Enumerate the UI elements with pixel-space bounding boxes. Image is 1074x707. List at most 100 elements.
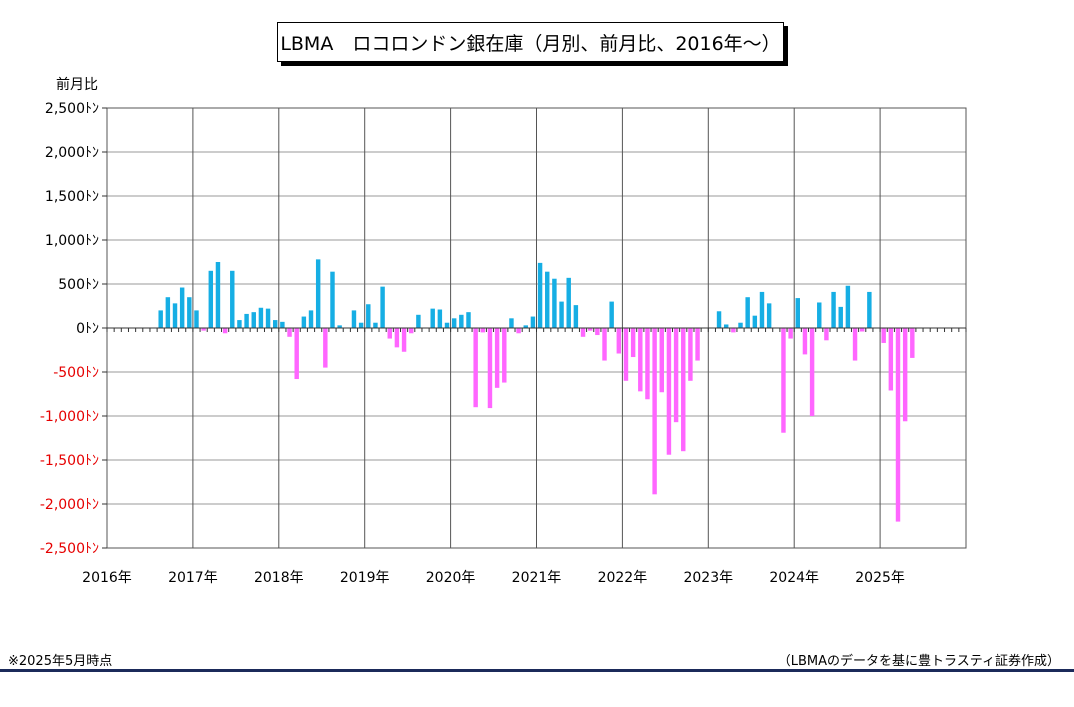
bar-2018-05: [308, 310, 314, 328]
bar-2017-03: [208, 270, 214, 328]
x-axis-ticks: 2016年 2017年 2018年 2019年 2020年 2021年 2022年 2023年…: [82, 570, 905, 586]
x-tick-label: 2024年: [769, 570, 819, 586]
bar-2020-03: [466, 312, 471, 328]
bar-2021-03: [552, 278, 557, 328]
bar-2018-08: [330, 271, 335, 328]
bar-2017-08: [244, 313, 249, 328]
bar-2024-05: [824, 328, 829, 341]
bar-2023-09: [766, 303, 772, 328]
bar-2018-12: [358, 322, 364, 328]
bar-2019-06: [401, 328, 407, 352]
bar-2019-04: [387, 328, 392, 339]
y-tick-label: 2,000ﾄﾝ: [45, 145, 99, 161]
bar-2021-05: [566, 277, 571, 328]
bar-2022-10: [688, 328, 693, 381]
bar-2016-12: [187, 297, 192, 328]
bar-2017-10: [258, 307, 264, 328]
bar-2022-06: [659, 328, 664, 393]
bar-2021-09: [595, 328, 600, 336]
x-tick-label: 2017年: [168, 570, 218, 586]
y-axis-label: 前月比: [56, 77, 98, 93]
bar-2018-06: [315, 259, 321, 328]
bar-2022-08: [673, 328, 679, 423]
bar-2021-02: [545, 271, 550, 328]
bar-2020-10: [516, 328, 521, 334]
bar-2016-08: [158, 310, 163, 328]
bar-2016-10: [172, 303, 178, 328]
source-credit: （LBMAのデータを基に豊トラスティ証券作成）: [777, 654, 1060, 669]
bar-2017-07: [237, 320, 242, 328]
bar-2021-12: [616, 328, 622, 354]
bar-2020-05: [480, 328, 486, 333]
bar-2024-06: [831, 291, 836, 328]
bar-2017-02: [201, 328, 206, 331]
footer-divider: [0, 669, 1074, 672]
bar-2019-08: [416, 314, 421, 328]
bar-2021-01: [537, 262, 543, 328]
bar-2019-03: [380, 286, 385, 328]
bar-2024-03: [809, 328, 815, 416]
y-tick-label: -500ﾄﾝ: [53, 365, 99, 381]
bar-2019-12: [444, 322, 450, 328]
bar-2016-09: [165, 297, 171, 328]
bar-2022-11: [695, 328, 700, 361]
bar-2019-07: [409, 328, 414, 334]
bar-2020-06: [487, 328, 493, 409]
chart-title-text: LBMA ロコロンドン銀在庫（月別、前月比、2016年～）: [280, 32, 781, 55]
bar-2023-08: [759, 291, 765, 328]
bar-2017-04: [215, 262, 221, 328]
y-tick-label: -2,500ﾄﾝ: [40, 541, 99, 557]
bar-2020-07: [494, 328, 500, 388]
x-tick-label: 2022年: [598, 570, 648, 586]
bar-2025-01: [881, 328, 886, 343]
bar-2021-08: [587, 328, 593, 331]
bar-2021-07: [580, 328, 586, 337]
bar-2024-02: [802, 328, 808, 355]
bar-2021-10: [602, 328, 607, 361]
bar-2022-07: [666, 328, 672, 455]
bar-2018-11: [351, 310, 357, 328]
bar-2019-10: [430, 308, 435, 328]
bar-2017-12: [273, 320, 278, 328]
bar-2020-09: [509, 318, 514, 328]
bar-2024-01: [795, 298, 800, 328]
bar-2018-04: [301, 316, 307, 328]
bar-2021-06: [573, 305, 579, 328]
bar-chart: 2,500ﾄﾝ 2,000ﾄﾝ 1,500ﾄﾝ 1,000ﾄﾝ 500ﾄﾝ 0ﾄﾝ -500…: [40, 101, 967, 586]
bar-2023-05: [738, 322, 743, 328]
y-tick-label: 0ﾄﾝ: [76, 321, 99, 337]
bar-2023-07: [752, 315, 758, 328]
bars: [158, 259, 915, 522]
x-tick-label: 2019年: [340, 570, 390, 586]
bar-2021-11: [609, 301, 614, 328]
bar-2023-11: [781, 328, 786, 433]
bar-2016-11: [179, 287, 185, 328]
bar-2019-01: [366, 304, 371, 328]
bar-2023-12: [788, 328, 793, 339]
chart-title: LBMA ロコロンドン銀在庫（月別、前月比、2016年～）: [277, 22, 784, 62]
x-tick-label: 2018年: [254, 570, 304, 586]
bar-2021-04: [559, 301, 564, 328]
bar-2017-09: [251, 312, 256, 328]
bar-2020-01: [451, 318, 457, 328]
bar-2024-09: [852, 328, 858, 361]
bar-2025-02: [888, 328, 894, 391]
bar-2025-03: [895, 328, 901, 522]
bar-2024-04: [817, 302, 822, 328]
bar-2019-02: [373, 322, 378, 328]
bar-2022-05: [652, 328, 657, 495]
y-tick-label: 1,000ﾄﾝ: [45, 233, 99, 249]
y-tick-label: -1,000ﾄﾝ: [40, 409, 99, 425]
x-tick-label: 2021年: [512, 570, 562, 586]
y-tick-label: 500ﾄﾝ: [58, 277, 99, 293]
bar-2017-05: [222, 328, 228, 334]
bar-2025-05: [910, 328, 915, 358]
bar-2018-02: [287, 328, 292, 337]
x-tick-label: 2016年: [82, 570, 132, 586]
bar-2017-06: [230, 270, 235, 328]
bar-2022-09: [681, 328, 686, 452]
y-tick-label: 2,500ﾄﾝ: [45, 101, 99, 117]
bar-2022-04: [645, 328, 650, 400]
bar-2023-03: [723, 324, 729, 328]
y-tick-label: -2,000ﾄﾝ: [40, 497, 99, 513]
